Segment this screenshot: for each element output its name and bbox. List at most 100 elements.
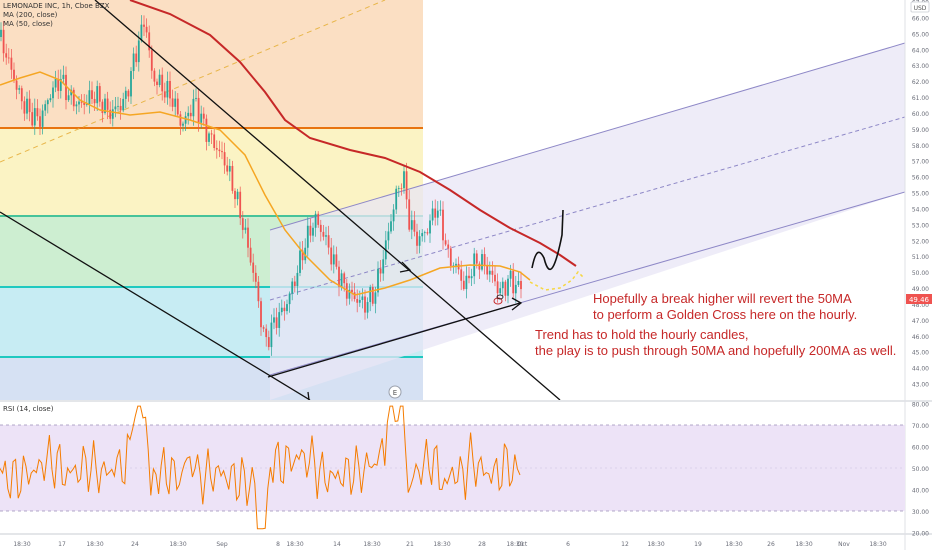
candle-body <box>400 188 403 189</box>
candle-body <box>275 317 278 328</box>
candle-body <box>517 280 520 285</box>
candle-body <box>15 80 18 90</box>
time-tick-label: Nov <box>838 541 850 548</box>
candle-body <box>158 74 161 85</box>
earnings-event-label: E <box>393 389 397 397</box>
time-tick-label: 24 <box>131 541 139 548</box>
time-tick-label: 18:30 <box>869 541 886 548</box>
price-axis[interactable]: 67.0066.0065.0064.0063.0062.0061.0060.00… <box>912 0 929 389</box>
earnings-event-marker[interactable] <box>388 385 402 399</box>
candle-body <box>189 112 192 117</box>
price-tick-label: 55.00 <box>912 191 929 198</box>
candle-body <box>65 74 67 101</box>
time-tick-label: 18:30 <box>13 541 30 548</box>
price-tick-label: 50.00 <box>912 270 929 277</box>
descending-trend-line <box>94 0 561 400</box>
candle-body <box>135 53 138 63</box>
currency-badge <box>910 1 930 13</box>
candle-body <box>213 134 216 149</box>
price-tick-label: 46.00 <box>912 334 929 341</box>
candle-body <box>228 165 231 172</box>
candle-body <box>54 78 57 88</box>
time-tick-label: 12 <box>621 541 629 548</box>
candle-body <box>20 88 23 102</box>
candle-body <box>80 101 83 103</box>
candle-body <box>236 191 239 200</box>
candle-body <box>156 81 158 85</box>
last-price-tag <box>906 294 932 304</box>
candle-body <box>390 221 392 232</box>
annotation-line: the play is to push through 50MA and hop… <box>535 343 897 358</box>
annotation-trend: Trend has to hold the hourly candles, th… <box>535 327 896 359</box>
candle-body <box>465 275 468 290</box>
candle-body <box>314 213 317 228</box>
candle-body <box>249 247 252 263</box>
candle-body <box>309 225 312 236</box>
candle-body <box>93 98 96 104</box>
candle-body <box>423 232 426 234</box>
candle-body <box>288 293 291 305</box>
candle-body <box>218 149 221 152</box>
symbol-title[interactable]: LEMONADE INC, 1h, Cboe BZX <box>3 2 110 10</box>
candle-body <box>166 80 169 98</box>
candle-body <box>348 289 351 299</box>
candle-body <box>374 292 377 304</box>
ma200-legend[interactable]: MA (200, close) <box>3 11 58 19</box>
price-pane[interactable]: E <box>0 0 905 400</box>
price-tick-label: 61.00 <box>912 95 929 102</box>
candle-body <box>33 108 36 126</box>
candle-body <box>514 284 517 294</box>
candle-body <box>327 235 330 248</box>
candle-body <box>117 105 119 107</box>
candle-body <box>62 74 65 79</box>
candle-body <box>293 281 296 287</box>
candle-body <box>460 269 463 281</box>
candle-body <box>366 302 369 313</box>
channel-mid-line <box>269 116 905 301</box>
candle-body <box>137 40 140 63</box>
price-tick-label: 65.00 <box>912 31 929 38</box>
candle-body <box>23 101 26 114</box>
candle-body <box>299 250 301 273</box>
candle-body <box>83 102 86 105</box>
candle-body <box>379 268 382 274</box>
candle-body <box>182 123 184 126</box>
time-tick-label: 18:30 <box>433 541 450 548</box>
candle-body <box>332 254 335 265</box>
candle-body <box>231 165 234 191</box>
candle-body <box>494 274 496 282</box>
rsi-legend[interactable]: RSI (14, close) <box>3 405 54 413</box>
candle-body <box>111 109 114 119</box>
candle-body <box>325 235 327 237</box>
time-axis[interactable]: 18:30 17 18:30 24 18:30 Sep 8 18:30 14 18:30 21 18:… <box>13 541 886 548</box>
candle-body <box>444 240 447 245</box>
rsi-axis[interactable]: 80.00 70.00 60.00 50.00 40.00 30.00 20.00 <box>912 402 929 538</box>
candle-body <box>52 87 54 99</box>
rsi-pane[interactable] <box>0 405 905 530</box>
time-tick-label: 18:30 <box>286 541 303 548</box>
time-tick-label: 8 <box>276 541 280 548</box>
price-tick-label: 54.00 <box>912 206 929 213</box>
candle-body <box>163 91 166 98</box>
time-tick-label: 21 <box>406 541 414 548</box>
projected-ma50-path <box>529 270 585 291</box>
dashed-trend-line <box>0 0 386 163</box>
channel-upper-line <box>269 42 905 231</box>
candle-body <box>392 209 395 222</box>
candle-body <box>501 281 504 289</box>
time-tick-label: 18:30 <box>506 541 523 548</box>
candle-body <box>475 253 478 264</box>
candle-body <box>280 307 283 313</box>
candle-body <box>226 165 229 172</box>
candle-body <box>153 70 156 82</box>
candle-body <box>330 247 333 265</box>
candle-body <box>356 299 359 303</box>
candle-body <box>26 98 28 114</box>
candle-body <box>351 289 353 293</box>
ma50-legend[interactable]: MA (50, close) <box>3 20 53 28</box>
candle-body <box>72 89 75 107</box>
candle-body <box>343 273 346 284</box>
price-tick-label: 43.00 <box>912 382 929 389</box>
annotation-line: Hopefully a break higher will revert the… <box>593 291 852 306</box>
projection-scribble <box>531 209 564 271</box>
